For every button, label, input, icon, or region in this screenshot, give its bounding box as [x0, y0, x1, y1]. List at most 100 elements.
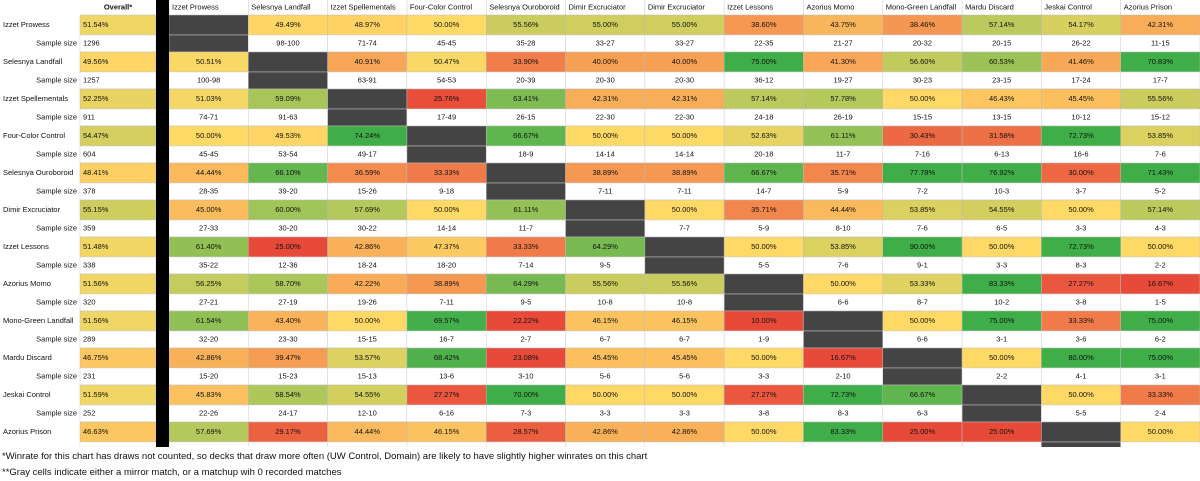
winrate-text: 36.59%: [355, 168, 381, 177]
sample-text: 23-15: [992, 75, 1011, 84]
overall-sample-text: 378: [83, 186, 96, 195]
winrate-text: 45.45%: [672, 353, 698, 362]
sample-cell: [485, 441, 566, 447]
winrate-text: 40.00%: [672, 57, 698, 66]
sample-text: 3-3: [679, 408, 690, 417]
winrate-text: 64.29%: [513, 279, 539, 288]
sample-text: 2-5: [520, 445, 531, 447]
sample-text: 7-6: [838, 260, 849, 269]
empty-sample-cell: [961, 404, 1042, 423]
sample-size-label: Sample size: [36, 186, 77, 195]
winrate-text: 56.25%: [196, 279, 222, 288]
sample-size-label: Sample size: [36, 260, 77, 269]
row-label: Azorius Momo: [3, 279, 51, 288]
winrate-text: 61.11%: [513, 205, 538, 214]
winrate-text: 77.78%: [910, 168, 936, 177]
winrate-text: 61.54%: [196, 316, 222, 325]
winrate-text: 33.33%: [1068, 316, 1094, 325]
winrate-text: 66.67%: [751, 168, 777, 177]
winrate-text: 38.89%: [672, 168, 698, 177]
overall-sample-cell: [79, 441, 157, 447]
sample-text: 7-11: [598, 186, 612, 195]
winrate-text: 33.33%: [513, 242, 539, 251]
sample-text: 2-2: [758, 445, 769, 447]
sample-text: 7-11: [677, 186, 691, 195]
overall-sample-text: 338: [83, 260, 96, 269]
winrate-text: 41.46%: [1068, 57, 1094, 66]
empty-matchup-cell: [248, 51, 328, 73]
winrate-text: 50.00%: [672, 205, 698, 214]
overall-sample-text: 1257: [83, 75, 100, 84]
winrate-text: 57.14%: [1148, 205, 1174, 214]
sample-size-label: Sample size: [36, 223, 77, 232]
winrate-text: 46.43%: [989, 94, 1015, 103]
sample-text: 5-9: [758, 223, 769, 232]
winrate-text: 53.85%: [1148, 131, 1174, 140]
winrate-text: 46.15%: [592, 316, 618, 325]
winrate-text: 16.67%: [830, 353, 856, 362]
winrate-text: 44.44%: [355, 427, 381, 436]
overall-sample-text: 163: [83, 445, 96, 447]
winrate-text: 42.86%: [672, 427, 698, 436]
sample-text: 6-6: [838, 297, 849, 306]
winrate-text: 42.31%: [1148, 20, 1174, 29]
winrate-text: 35.71%: [830, 168, 856, 177]
sample-text: 30-22: [358, 223, 377, 232]
winrate-text: 43.75%: [830, 20, 856, 29]
sample-text: 15-13: [358, 371, 377, 380]
sample-text: 18-9: [518, 149, 533, 158]
sample-text: 53-54: [278, 149, 297, 158]
winrate-text: 25.00%: [989, 427, 1015, 436]
winrate-text: 41.30%: [830, 57, 856, 66]
column-header: Izzet Prowess: [172, 2, 219, 11]
sample-size-label: Sample size: [36, 445, 77, 447]
winrate-text: 33.33%: [434, 168, 460, 177]
row-label: Izzet Lessons: [3, 242, 49, 251]
winrate-text: 63.41%: [513, 94, 539, 103]
winrate-text: 42.86%: [355, 242, 381, 251]
winrate-text: 25.00%: [275, 242, 301, 251]
sample-text: 2-4: [1155, 408, 1166, 417]
winrate-text: 53.85%: [830, 242, 856, 251]
winrate-text: 72.73%: [1068, 131, 1094, 140]
sample-text: 15-11: [199, 445, 218, 447]
winrate-text: 47.37%: [434, 242, 460, 251]
sample-text: 3-3: [1076, 223, 1087, 232]
sample-text: 12-15: [358, 445, 377, 447]
winrate-text: 75.00%: [751, 57, 777, 66]
sample-cell: [248, 441, 328, 447]
winrate-text: 53.57%: [355, 353, 381, 362]
sample-text: 5-5: [1076, 408, 1087, 417]
sample-text: 3-8: [1076, 297, 1087, 306]
winrate-text: 75.00%: [1148, 353, 1174, 362]
row-label: Azorius Prison: [3, 427, 51, 436]
winrate-text: 50.00%: [1148, 427, 1174, 436]
row-label: Selesnya Ouroboroid: [3, 168, 73, 177]
winrate-text: 50.00%: [989, 242, 1015, 251]
sample-text: 98-100: [276, 38, 299, 47]
sample-text: 15-15: [913, 112, 932, 121]
winrate-text: 28.57%: [513, 427, 539, 436]
row-label: Izzet Spellementals: [3, 94, 68, 103]
winrate-text: 50.00%: [751, 427, 777, 436]
winrate-text: 50.00%: [355, 316, 381, 325]
sample-text: 35-22: [199, 260, 218, 269]
winrate-text: 45.45%: [592, 353, 618, 362]
winrate-text: 33.33%: [1148, 390, 1174, 399]
winrate-text: 60.00%: [275, 205, 301, 214]
overall-rate-text: 51.56%: [83, 279, 109, 288]
winrate-text: 75.00%: [1148, 316, 1174, 325]
sample-cell: [723, 441, 804, 447]
empty-sample-cell: [168, 34, 249, 53]
matchup-grid: Overall* Izzet Prowess Selesnya Landfall Iz…: [3, 0, 1200, 447]
winrate-text: 48.97%: [355, 20, 381, 29]
sample-text: 100-98: [197, 75, 220, 84]
sample-text: 36-12: [754, 75, 773, 84]
row-label: Mardu Discard: [3, 353, 52, 362]
sample-text: 7-7: [679, 223, 690, 232]
sample-text: 9-1: [917, 260, 928, 269]
winrate-text: 50.00%: [1148, 242, 1174, 251]
sample-cell: [406, 441, 487, 447]
sample-text: 30-23: [913, 75, 932, 84]
empty-sample-cell: [248, 71, 328, 90]
